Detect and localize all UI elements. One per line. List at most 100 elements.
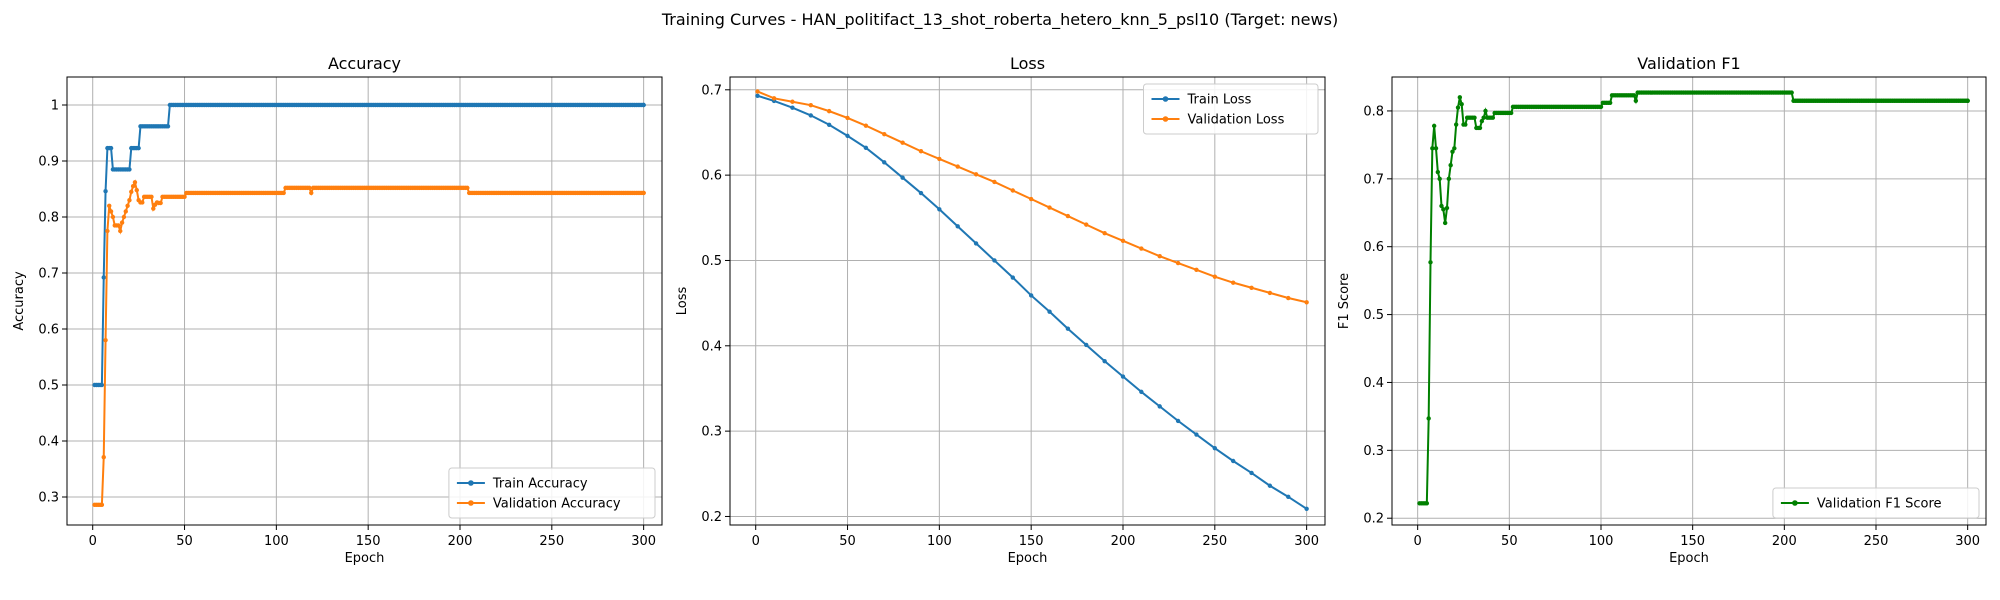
data-point [1433, 146, 1439, 151]
data-point [118, 228, 123, 234]
x-axis-label: Epoch [1008, 551, 1048, 566]
data-point [1304, 506, 1309, 511]
data-point [108, 209, 114, 214]
y-tick-label: 0.7 [701, 83, 722, 98]
data-point [1286, 494, 1291, 500]
series-train-loss [755, 93, 1309, 511]
data-point [1139, 246, 1144, 251]
data-point [1028, 196, 1034, 202]
data-point [1175, 260, 1181, 266]
x-axis-label: Epoch [345, 551, 385, 566]
data-point [1437, 176, 1442, 182]
data-point [955, 224, 960, 229]
x-tick-label: 300 [631, 534, 656, 549]
legend-label: Validation Accuracy [493, 497, 621, 512]
data-point [101, 275, 106, 280]
data-point [1426, 416, 1431, 421]
data-point [1453, 122, 1459, 127]
data-point [1120, 374, 1126, 379]
legend-swatch-marker [468, 500, 474, 506]
x-tick-label: 50 [839, 534, 856, 549]
x-tick-label: 100 [264, 534, 289, 549]
data-point [99, 382, 105, 388]
x-axis-label: Epoch [1669, 551, 1709, 566]
data-point [1508, 110, 1514, 116]
data-point [1457, 95, 1463, 100]
y-tick-label: 0.4 [1363, 376, 1384, 391]
data-point [1430, 146, 1435, 151]
data-point [863, 145, 869, 151]
data-point [790, 99, 795, 104]
data-point [1424, 501, 1430, 506]
legend-label: Validation F1 Score [1817, 497, 1942, 512]
data-point [863, 123, 869, 128]
chart-title: Accuracy [328, 54, 401, 73]
x-tick-label: 200 [448, 534, 473, 549]
data-point [127, 198, 132, 203]
legend-box [448, 467, 656, 519]
y-axis-label: Accuracy [12, 271, 27, 331]
data-point [1452, 146, 1457, 151]
data-point [1598, 104, 1604, 110]
y-tick-label: 0.2 [701, 510, 722, 525]
legend-swatch-marker [1162, 116, 1169, 122]
data-point [641, 102, 646, 108]
data-point [1084, 222, 1089, 227]
figure-suptitle: Training Curves - HAN_politifact_13_shot… [661, 10, 1338, 30]
data-point [1102, 358, 1107, 364]
data-point [973, 241, 979, 246]
data-point [129, 189, 134, 194]
data-point [107, 203, 112, 208]
legend-label: Train Accuracy [492, 477, 588, 492]
data-point [1212, 274, 1218, 279]
chart-panel-3: 0 50 100 150 200 250 300 0.2 0.3 0.4 0.5 0.6 0.7 0.8 V… [1337, 54, 1987, 566]
data-point [845, 115, 850, 121]
data-point [955, 164, 960, 169]
data-point [1102, 230, 1107, 236]
data-point [1633, 98, 1639, 103]
data-point [1431, 123, 1437, 129]
legend-box [1143, 83, 1319, 135]
data-point [130, 184, 136, 189]
data-point [1065, 326, 1071, 331]
data-point [307, 185, 312, 191]
y-axis-label: F1 Score [1337, 273, 1352, 329]
data-point [755, 93, 760, 98]
data-point [973, 172, 979, 177]
data-point [1010, 275, 1016, 280]
x-tick-label: 100 [1589, 534, 1614, 549]
y-tick-label: 0.3 [38, 491, 59, 506]
data-point [1441, 207, 1446, 212]
chart-panel-2: 0 50 100 150 200 250 300 0.2 0.3 0.4 0.5 0.6 0.7 Loss… [675, 54, 1326, 566]
y-tick-label: 0.3 [701, 425, 722, 440]
x-tick-label: 250 [1202, 534, 1227, 549]
data-point [1047, 205, 1052, 210]
data-point [158, 200, 163, 206]
data-point [101, 455, 106, 460]
data-point [808, 113, 814, 118]
data-point [1249, 285, 1254, 290]
data-point [1230, 458, 1236, 464]
data-point [182, 194, 187, 200]
data-point [771, 96, 777, 101]
y-tick-label: 0.7 [38, 267, 59, 282]
data-point [1442, 220, 1448, 226]
data-point [937, 207, 942, 212]
data-point [1483, 108, 1488, 114]
y-tick-label: 0.5 [1363, 308, 1384, 323]
legend-box [1772, 487, 1980, 519]
axes-frame [66, 76, 663, 526]
data-point [165, 124, 171, 129]
data-point [1139, 389, 1144, 395]
x-tick-label: 0 [752, 534, 760, 549]
data-point [1267, 483, 1273, 488]
data-point [918, 190, 924, 196]
data-point [149, 194, 154, 200]
axes-frame [729, 76, 1326, 526]
data-point [918, 149, 924, 154]
x-tick-label: 200 [1772, 534, 1797, 549]
data-point [1157, 254, 1162, 259]
data-point [116, 223, 121, 228]
data-point [134, 187, 139, 193]
